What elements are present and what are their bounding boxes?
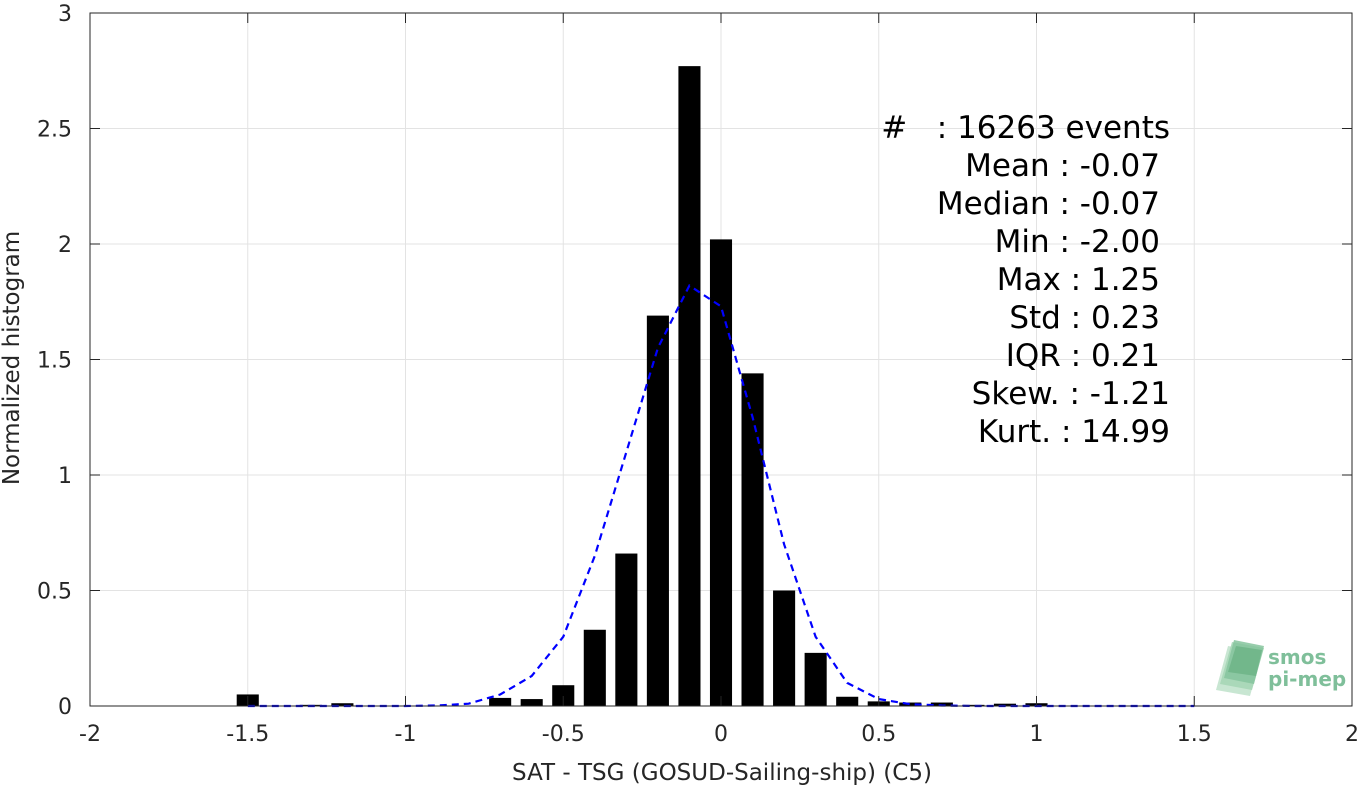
stat-max: Max : 1.25: [997, 262, 1160, 298]
histogram-bar: [993, 703, 1016, 706]
histogram-bar: [646, 315, 669, 706]
stat-iqr: IQR : 0.21: [1006, 338, 1160, 374]
y-tick-label: 0.5: [37, 580, 72, 605]
axes: [89, 12, 1353, 707]
histogram-bar: [773, 590, 796, 706]
x-tick-label: -1.5: [226, 722, 269, 747]
y-tick-label: 2: [58, 233, 72, 258]
x-tick-label: 0: [714, 722, 728, 747]
histogram-bar: [678, 66, 701, 706]
stat-events: # : 16263 events: [881, 110, 1170, 146]
y-tick-labels: 0 0.5 1 1.5 2 2.5 3: [37, 2, 72, 720]
histogram-bar: [962, 704, 985, 706]
histogram-bar: [836, 696, 859, 706]
stat-median: Median : -0.07: [937, 186, 1160, 222]
statistics-annotation: # : 16263 events Mean : -0.07 Median : -…: [881, 110, 1170, 450]
histogram-bar: [520, 699, 543, 706]
histogram-bar: [615, 553, 638, 706]
smos-pimep-logo: smos pi-mep: [1216, 640, 1346, 696]
histogram-bar: [899, 702, 922, 706]
logo-text-pimep: pi-mep: [1268, 667, 1346, 691]
stat-std: Std : 0.23: [1009, 300, 1160, 336]
stat-mean: Mean : -0.07: [965, 148, 1160, 184]
histogram-bar: [331, 703, 354, 706]
y-tick-label: 3: [58, 2, 72, 27]
histogram-bar: [583, 629, 606, 706]
x-tick-label: 0.5: [861, 722, 896, 747]
histogram-bar: [804, 652, 827, 706]
histogram-bars: [236, 66, 1048, 706]
histogram-bar: [930, 702, 953, 706]
x-axis-label: SAT - TSG (GOSUD-Sailing-ship) (C5): [512, 760, 932, 786]
stat-skew: Skew. : -1.21: [972, 376, 1170, 412]
x-tick-label: 2: [1345, 722, 1359, 747]
x-tick-label: 1: [1030, 722, 1044, 747]
y-axis-label: Normalized histogram: [0, 231, 25, 485]
logo-layers-icon: [1216, 640, 1264, 696]
histogram-bar: [489, 697, 512, 706]
histogram-bar: [552, 685, 575, 706]
x-tick-label: -2: [79, 722, 101, 747]
histogram-bar: [741, 373, 764, 706]
y-tick-label: 1: [58, 464, 72, 489]
y-tick-label: 2.5: [37, 118, 72, 143]
stat-min: Min : -2.00: [995, 224, 1160, 260]
x-tick-label: -0.5: [542, 722, 585, 747]
x-tick-label: -1: [395, 722, 417, 747]
histogram-bar: [709, 239, 733, 706]
x-tick-labels: -2 -1.5 -1 -0.5 0 0.5 1 1.5 2: [79, 722, 1359, 747]
y-tick-label: 1.5: [37, 349, 72, 374]
logo-text-smos: smos: [1268, 645, 1326, 669]
y-tick-label: 0: [58, 695, 72, 720]
x-tick-label: 1.5: [1177, 722, 1212, 747]
stat-kurt: Kurt. : 14.99: [978, 414, 1170, 450]
